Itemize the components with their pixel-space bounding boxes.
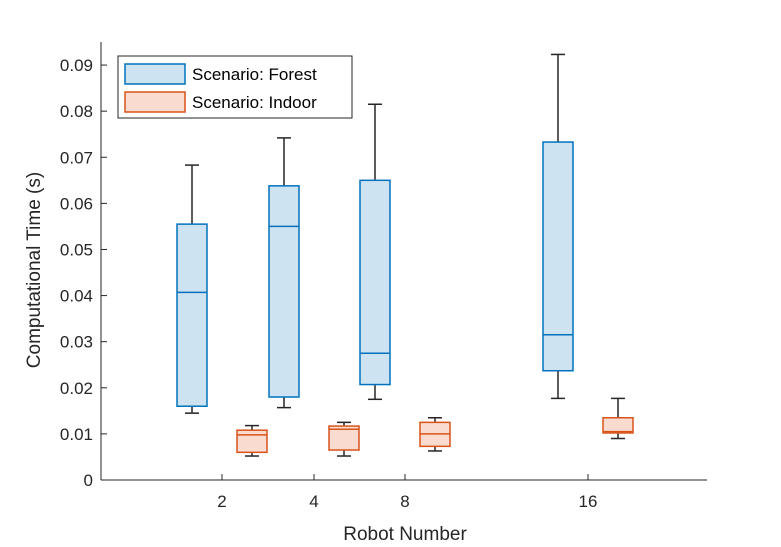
- iqr-box: [236, 429, 268, 454]
- y-axis-label: Computational Time (s): [24, 172, 45, 368]
- legend-entry-label: Scenario: Indoor: [192, 93, 317, 112]
- box-forest-16: [542, 53, 574, 400]
- legend-swatch: [124, 63, 186, 85]
- iqr-box: [268, 185, 300, 398]
- y-tick-label: 0: [84, 471, 93, 490]
- iqr-box: [328, 425, 360, 451]
- iqr-box: [542, 141, 574, 372]
- box-indoor-8: [419, 417, 451, 452]
- iqr-box: [359, 179, 391, 386]
- y-tick-label: 0.06: [60, 194, 93, 213]
- y-tick-label: 0.07: [60, 148, 93, 167]
- y-tick-label: 0.04: [60, 287, 93, 306]
- box-forest-4: [268, 137, 300, 409]
- box-indoor-2: [236, 424, 268, 457]
- legend-entry-label: Scenario: Forest: [192, 65, 317, 84]
- y-tick-label: 0.02: [60, 379, 93, 398]
- axes-layer: 0 0.01 0.02 0.03 0.04 0.05 0.06 0.07 0.08 0.09 2 4 8…: [60, 42, 707, 511]
- x-tick-label: 8: [400, 492, 409, 511]
- box-indoor-4: [328, 421, 360, 457]
- y-tick-label: 0.08: [60, 102, 93, 121]
- legend-swatch: [124, 91, 186, 113]
- box-forest-2: [176, 164, 208, 414]
- iqr-box: [176, 223, 208, 407]
- legend: Scenario: Forest Scenario: Indoor: [117, 55, 353, 119]
- y-tick-label: 0.01: [60, 425, 93, 444]
- x-tick-label: 16: [579, 492, 598, 511]
- x-axis-label: Robot Number: [343, 524, 467, 545]
- box-indoor-16: [602, 397, 634, 440]
- boxes-layer: [176, 53, 634, 457]
- x-tick-label: 4: [309, 492, 318, 511]
- box-forest-8: [359, 103, 391, 401]
- y-tick-label: 0.05: [60, 240, 93, 259]
- iqr-box: [602, 417, 634, 434]
- x-tick-label: 2: [217, 492, 226, 511]
- y-tick-label: 0.03: [60, 333, 93, 352]
- y-tick-label: 0.09: [60, 56, 93, 75]
